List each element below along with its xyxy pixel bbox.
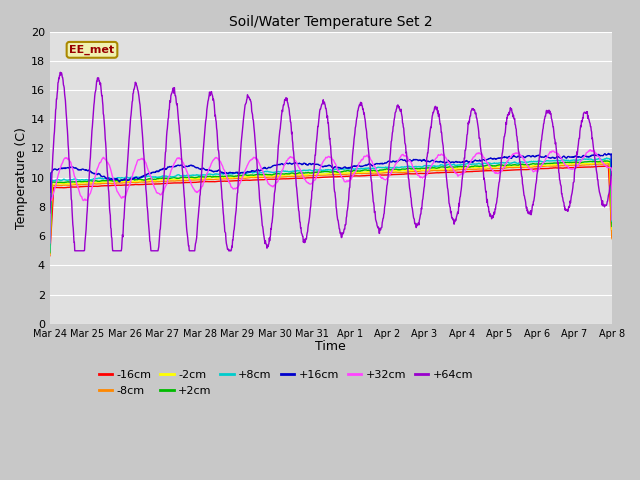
Title: Soil/Water Temperature Set 2: Soil/Water Temperature Set 2 <box>229 15 433 29</box>
X-axis label: Time: Time <box>316 340 346 353</box>
Legend: -16cm, -8cm, -2cm, +2cm, +8cm, +16cm, +32cm, +64cm: -16cm, -8cm, -2cm, +2cm, +8cm, +16cm, +3… <box>94 366 477 400</box>
Text: EE_met: EE_met <box>69 45 115 55</box>
Y-axis label: Temperature (C): Temperature (C) <box>15 127 28 228</box>
